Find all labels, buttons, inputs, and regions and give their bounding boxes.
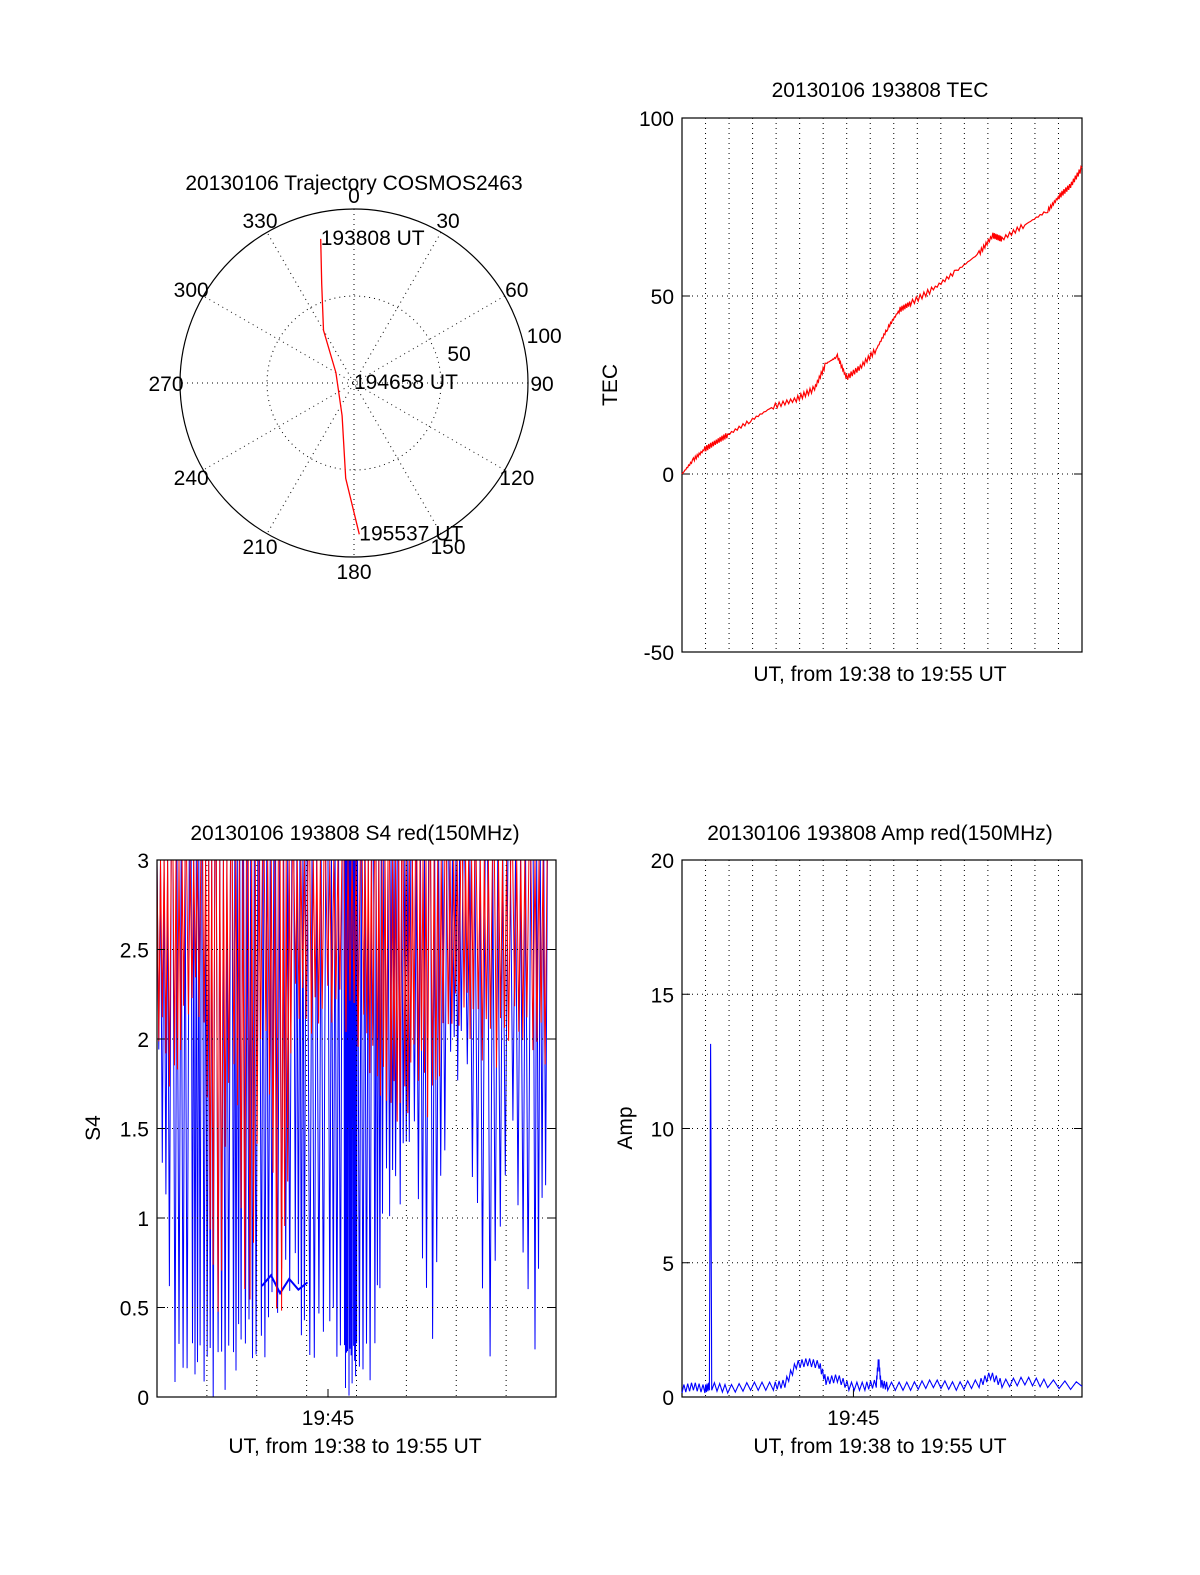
polar-angle-label: 180 bbox=[336, 561, 371, 584]
polar-angle-label: 90 bbox=[530, 373, 553, 396]
x-tick-label: 19:45 bbox=[827, 1407, 880, 1430]
tec-line bbox=[681, 164, 1083, 475]
y-tick-label: 100 bbox=[639, 108, 674, 131]
polar-angle-label: 240 bbox=[174, 467, 209, 490]
y-tick-label: 2.5 bbox=[120, 940, 149, 963]
amp-series bbox=[681, 1043, 1083, 1395]
y-tick-label: 10 bbox=[651, 1119, 674, 1142]
amp-y-tick-labels: 0 5 10 15 20 bbox=[651, 850, 674, 1410]
y-tick-label: 0 bbox=[137, 1387, 149, 1410]
y-tick-label: 0 bbox=[662, 1387, 674, 1410]
tec-panel: 20130106 193808 TEC -50 0 50 100 UT, from 1… bbox=[599, 79, 1083, 686]
y-tick-label: 1 bbox=[137, 1208, 149, 1231]
polar-radius-label: 100 bbox=[527, 325, 562, 348]
y-tick-label: 1.5 bbox=[120, 1119, 149, 1142]
trajectory-title: 20130106 Trajectory COSMOS2463 bbox=[185, 172, 522, 195]
amp-y-axis-label: Amp bbox=[614, 1106, 637, 1149]
polar-spoke bbox=[266, 232, 442, 534]
trajectory-panel: 20130106 Trajectory COSMOS2463 0 30 60 90 12… bbox=[148, 172, 561, 584]
polar-radius-labels: 50 100 bbox=[447, 325, 561, 366]
polar-angle-label: 120 bbox=[499, 467, 534, 490]
polar-angle-label: 150 bbox=[430, 536, 465, 559]
amp-panel: 20130106 193808 Amp red(150MHz) 0 5 10 15 20… bbox=[614, 822, 1083, 1458]
tec-y-tick-labels: -50 0 50 100 bbox=[639, 108, 674, 665]
tec-y-axis-label: TEC bbox=[599, 364, 622, 406]
amp-x-axis-label: UT, from 19:38 to 19:55 UT bbox=[753, 1435, 1006, 1458]
y-tick-label: 20 bbox=[651, 850, 674, 873]
polar-inner-circle bbox=[266, 295, 442, 471]
s4-x-axis-label: UT, from 19:38 to 19:55 UT bbox=[228, 1435, 481, 1458]
polar-radius-label: 50 bbox=[447, 343, 470, 366]
trajectory-time-label: 195537 UT bbox=[359, 522, 463, 545]
y-tick-label: 2 bbox=[137, 1029, 149, 1052]
amp-x-tick-labels: 19:45 bbox=[827, 1407, 880, 1430]
amp-title: 20130106 193808 Amp red(150MHz) bbox=[707, 822, 1053, 845]
s4-grid bbox=[156, 859, 557, 1398]
s4-y-axis-label: S4 bbox=[82, 1115, 105, 1141]
s4-y-tick-labels: 0 0.5 1 1.5 2 2.5 3 bbox=[120, 850, 149, 1410]
s4-x-tick-labels: 19:45 bbox=[302, 1407, 355, 1430]
polar-angle-label: 300 bbox=[174, 279, 209, 302]
polar-angle-labels: 0 30 60 90 120 150 180 210 240 270 300 330 bbox=[148, 185, 553, 584]
polar-angle-label: 270 bbox=[148, 373, 183, 396]
y-tick-label: 0 bbox=[662, 464, 674, 487]
trajectory-time-label: 194658 UT bbox=[354, 371, 458, 394]
polar-angle-label: 0 bbox=[348, 185, 360, 208]
polar-grid bbox=[179, 208, 529, 558]
y-tick-label: 3 bbox=[137, 850, 149, 873]
plot-frame bbox=[681, 117, 1083, 653]
s4-traces bbox=[157, 860, 548, 1397]
y-tick-label: 5 bbox=[662, 1253, 674, 1276]
tec-series bbox=[681, 164, 1083, 475]
plot-frame bbox=[156, 859, 557, 1398]
polar-angle-label: 210 bbox=[242, 536, 277, 559]
y-tick-label: 15 bbox=[651, 984, 674, 1007]
s4-blue-band bbox=[261, 1273, 309, 1296]
s4-title: 20130106 193808 S4 red(150MHz) bbox=[190, 822, 519, 845]
polar-spoke bbox=[266, 232, 442, 534]
polar-angle-label: 330 bbox=[242, 210, 277, 233]
s4-series bbox=[157, 860, 548, 1397]
tec-grid bbox=[681, 117, 1083, 653]
trajectory-line bbox=[320, 238, 360, 535]
polar-trajectory: 193808 UT 194658 UT 195537 UT bbox=[320, 227, 463, 545]
x-tick-label: 19:45 bbox=[302, 1407, 355, 1430]
plot-frame bbox=[681, 859, 1083, 1398]
y-tick-label: 50 bbox=[651, 286, 674, 309]
s4-panel: 20130106 193808 S4 red(150MHz) 0 0.5 1 1.5 2… bbox=[82, 822, 557, 1458]
polar-angle-label: 30 bbox=[436, 210, 459, 233]
s4-red-trace bbox=[157, 860, 548, 1312]
amp-line bbox=[681, 1043, 1083, 1395]
amp-grid bbox=[681, 859, 1083, 1398]
trajectory-time-label: 193808 UT bbox=[321, 227, 425, 250]
y-tick-label: 0.5 bbox=[120, 1298, 149, 1321]
polar-angle-label: 60 bbox=[505, 279, 528, 302]
tec-x-axis-label: UT, from 19:38 to 19:55 UT bbox=[753, 663, 1006, 686]
tec-title: 20130106 193808 TEC bbox=[772, 79, 989, 102]
y-tick-label: -50 bbox=[644, 642, 674, 665]
